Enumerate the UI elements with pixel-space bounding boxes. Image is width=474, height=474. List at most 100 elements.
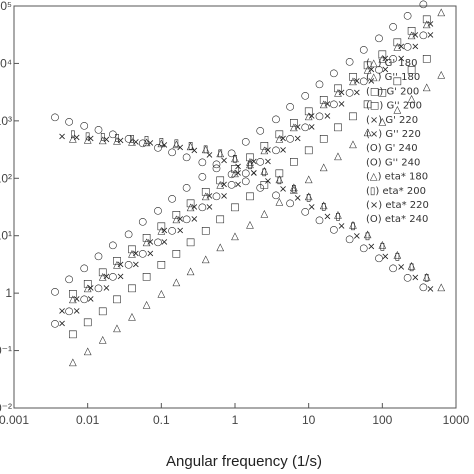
data-point: △ [320, 162, 328, 173]
legend-marker: (△) [366, 72, 385, 83]
data-point: × [73, 294, 81, 305]
data-point: × [220, 179, 228, 190]
legend-marker: (×) [366, 200, 385, 211]
data-point: × [87, 294, 95, 305]
legend-marker: (▯) [366, 186, 382, 197]
data-point: △ [69, 134, 77, 145]
data-point: ▯ [217, 148, 223, 159]
data-point: △ [290, 185, 298, 196]
data-point: □ [260, 179, 269, 190]
data-point: × [87, 283, 95, 294]
data-point: □ [215, 175, 224, 186]
data-point: ▯ [144, 135, 150, 146]
data-point: △ [128, 311, 136, 322]
data-point: × [116, 260, 124, 271]
data-point: △ [202, 144, 210, 155]
data-point: × [337, 99, 345, 110]
data-point: × [279, 184, 287, 195]
data-point: × [205, 150, 213, 161]
legend-item: (△) G'' 180 [366, 72, 420, 83]
data-point: × [308, 202, 316, 213]
data-point: □ [378, 49, 387, 60]
data-point: × [308, 122, 316, 133]
data-point: □ [215, 214, 224, 225]
data-point: × [264, 145, 272, 156]
data-point: △ [202, 191, 210, 202]
data-point: □ [127, 283, 136, 294]
data-point: × [58, 306, 66, 317]
data-point: □ [333, 122, 342, 133]
data-point: ▯ [232, 154, 238, 165]
data-point: □ [157, 221, 166, 232]
series-2: □ □ □ □ □ □ □ □ □ □ □ □ □ □ □ □ □ □ □ □ □ □ □ □ □ [68, 14, 431, 299]
data-point: ○ [168, 226, 177, 237]
series-8: △ △ △ △ △ △ △ △ △ △ △ △ △ △ △ △ △ △ △ △ △ △ △ △ △ △ [69, 134, 445, 293]
data-point: △ [99, 334, 107, 345]
data-point: × [294, 193, 302, 204]
data-point: □ [275, 168, 284, 179]
data-point: □ [304, 106, 313, 117]
legend-marker: (△) [366, 58, 385, 69]
data-point: × [102, 283, 110, 294]
data-point: ○ [419, 0, 428, 10]
data-point: ○ [375, 33, 384, 44]
data-point: ○ [212, 163, 221, 174]
data-point: ○ [256, 183, 265, 194]
legend-marker: (O) [366, 157, 385, 168]
data-point: △ [437, 7, 445, 18]
data-point: □ [407, 64, 416, 75]
data-point: △ [290, 182, 298, 193]
legend-marker: (O) [366, 143, 385, 154]
data-point: △ [157, 138, 165, 149]
data-point: ○ [301, 91, 310, 102]
legend-item: (▯) eta* 200 [366, 186, 426, 197]
data-point: □ [112, 255, 121, 266]
data-point: △ [378, 53, 386, 64]
data-point: × [381, 53, 389, 64]
data-point: × [381, 252, 389, 263]
data-point: ○ [256, 156, 265, 167]
legend-item: (□) G' 200 [366, 86, 419, 97]
data-point: ○ [419, 30, 428, 41]
data-point: △ [276, 134, 284, 145]
data-point: × [337, 87, 345, 98]
data-point: × [87, 134, 95, 145]
data-point: △ [408, 260, 416, 271]
data-point: △ [364, 127, 372, 138]
data-point: △ [276, 174, 284, 185]
data-point: × [367, 64, 375, 75]
data-point: △ [305, 191, 313, 202]
data-point: ▯ [129, 134, 135, 145]
data-point: △ [231, 168, 239, 179]
data-point: △ [260, 165, 268, 176]
data-point: ○ [94, 251, 103, 262]
data-point: △ [408, 94, 416, 105]
data-point: △ [99, 135, 107, 146]
data-point: ○ [124, 229, 133, 240]
axes: 0.001 0.01 0.1 1 10 100 1000 10⁵ 10⁴ 10³ 10² 10¹ 1 10… [0, 0, 470, 427]
data-point: × [58, 131, 66, 142]
data-point: × [294, 134, 302, 145]
data-point: ○ [212, 159, 221, 170]
data-point: △ [143, 299, 151, 310]
data-point: □ [275, 129, 284, 140]
y-tick-label: 10⁻¹ [0, 344, 12, 358]
data-point: × [426, 19, 434, 30]
data-point: ○ [198, 202, 207, 213]
y-tick-label: 10³ [0, 114, 12, 128]
data-point: □ [422, 14, 431, 25]
data-point: ○ [315, 215, 324, 226]
data-point: ○ [241, 168, 250, 179]
data-point: × [116, 136, 124, 147]
data-point: △ [394, 42, 402, 53]
data-point: ○ [359, 44, 368, 55]
data-point: △ [437, 282, 445, 293]
legend-item: (△) eta* 180 [366, 172, 428, 183]
legend-label: eta* 240 [385, 214, 428, 225]
data-point: ○ [51, 286, 60, 297]
data-point: × [279, 134, 287, 145]
data-point: □ [245, 191, 254, 202]
data-point: × [367, 76, 375, 87]
legend-label: G'' 200 [386, 101, 422, 112]
x-tick-label: 10 [302, 413, 316, 427]
